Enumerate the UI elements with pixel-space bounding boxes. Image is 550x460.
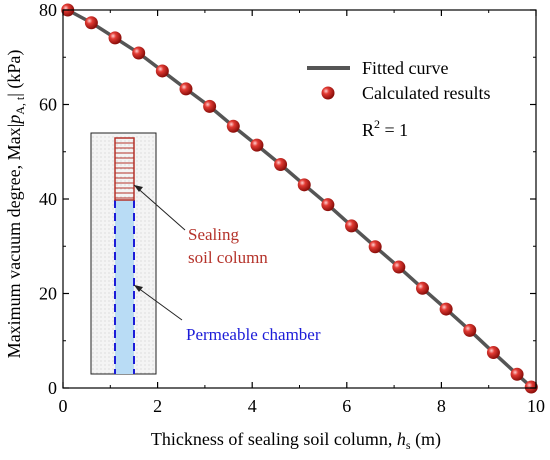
calculated-point	[132, 46, 146, 60]
inset-chamber-arrow	[133, 284, 183, 321]
calculated-point	[297, 178, 311, 192]
inset-sealing-label-line2: soil column	[188, 248, 268, 267]
legend: Fitted curve Calculated results R2 = 1	[307, 58, 490, 140]
inset-sealing-arrow	[133, 184, 186, 231]
y-tick-label: 80	[39, 0, 57, 20]
y-axis-title: Maximum vacuum degree, Max|pA, t| (kPa)	[4, 50, 27, 359]
calculated-point	[155, 64, 169, 78]
calculated-point	[321, 198, 335, 212]
calculated-point	[463, 323, 477, 337]
calculated-point	[368, 240, 382, 254]
legend-label-fitted: Fitted curve	[362, 58, 448, 78]
calculated-point	[524, 380, 538, 394]
inset-illustration: Sealing soil column Permeable chamber	[90, 132, 321, 375]
sealing-column-outline	[114, 137, 135, 201]
inset-sealing-soil-column	[114, 137, 135, 201]
y-tick-label: 0	[48, 378, 57, 398]
inset-sealing-arrowhead	[134, 185, 143, 192]
x-tick-label: 2	[153, 396, 162, 416]
legend-marker-swatch	[321, 86, 335, 100]
x-tick-label: 6	[342, 396, 351, 416]
y-tick-label: 60	[39, 95, 57, 115]
y-tick-label: 20	[39, 284, 57, 304]
calculated-point	[392, 260, 406, 274]
calculated-point	[203, 99, 217, 113]
calculated-point	[415, 281, 429, 295]
inset-permeable-chamber-fill	[115, 200, 134, 374]
calculated-point	[84, 16, 98, 30]
inset-chamber-arrowhead	[134, 285, 143, 292]
x-tick-label: 0	[59, 396, 68, 416]
legend-label-calculated: Calculated results	[362, 83, 490, 103]
series-layer	[61, 3, 538, 394]
x-tick-label: 10	[527, 396, 545, 416]
calculated-point	[439, 302, 453, 316]
x-tick-label: 4	[248, 396, 257, 416]
calculated-point	[250, 138, 264, 152]
calculated-point	[345, 219, 359, 233]
r-squared-annotation: R2 = 1	[362, 117, 408, 140]
calculated-point	[226, 119, 240, 133]
inset-sealing-label-line1: Sealing	[188, 225, 239, 244]
x-axis-title: Thickness of sealing soil column, hs (m)	[151, 429, 441, 452]
y-tick-label: 40	[39, 189, 57, 209]
calculated-point	[486, 346, 500, 360]
inset-chamber-label: Permeable chamber	[186, 325, 321, 344]
calculated-point	[179, 82, 193, 96]
x-tick-label: 8	[437, 396, 446, 416]
calculated-point	[108, 31, 122, 45]
calculated-point	[274, 158, 288, 172]
calculated-point	[510, 367, 524, 381]
ticks-layer: 0 2 4 6 8 10 0 20 40 60 80	[39, 0, 545, 416]
